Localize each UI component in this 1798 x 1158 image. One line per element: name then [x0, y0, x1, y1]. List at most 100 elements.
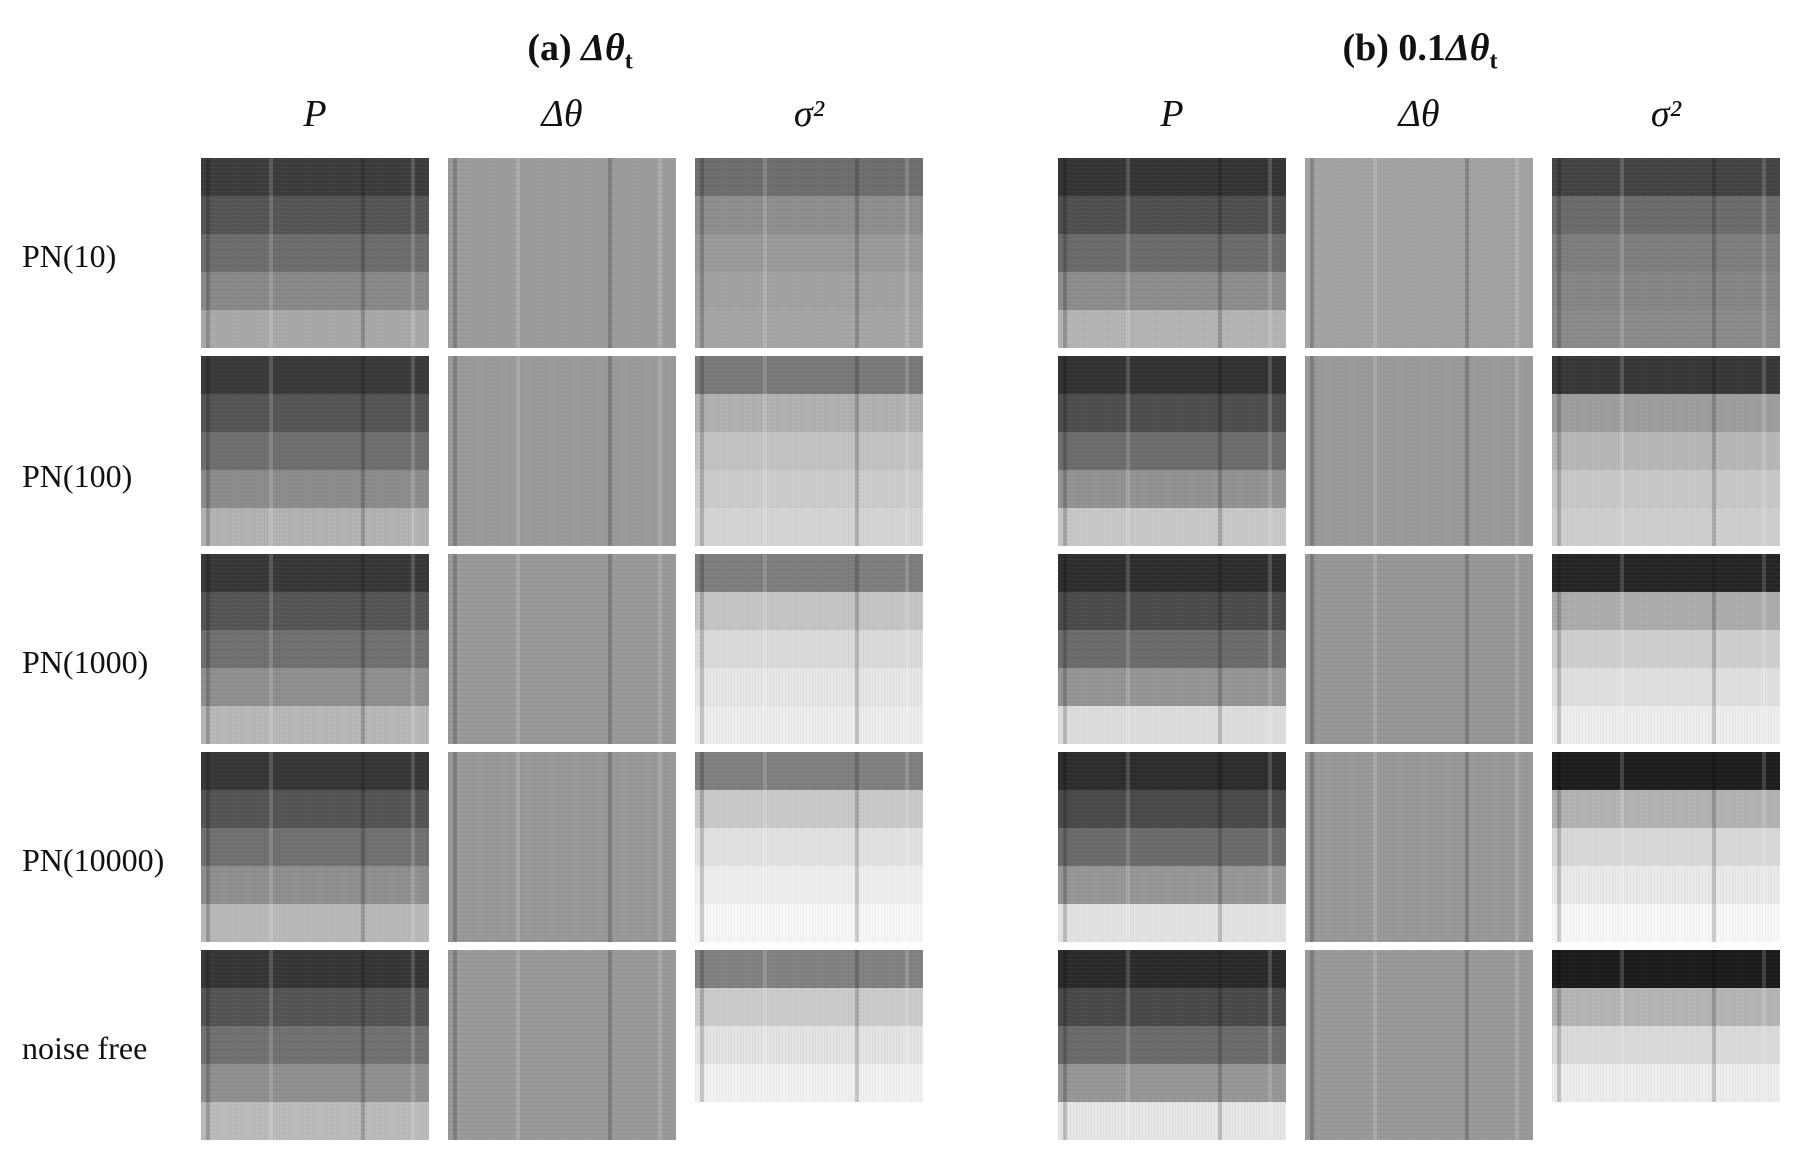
image-stripe	[361, 752, 365, 942]
image-b-dtheta-pn100	[1305, 356, 1533, 546]
image-band	[1058, 706, 1286, 744]
image-band	[1305, 554, 1533, 593]
image-stripe	[1218, 158, 1222, 348]
image-band	[1305, 508, 1533, 546]
image-band	[1552, 310, 1780, 348]
column-header-sigma2-b: σ²	[1650, 93, 1682, 135]
image-band	[1305, 310, 1533, 348]
image-grain	[1305, 752, 1533, 942]
image-stripe	[1373, 752, 1377, 942]
image-a-sigma2-pn10	[695, 158, 923, 348]
image-stripe	[658, 752, 662, 942]
image-band	[1305, 592, 1533, 631]
image-stripe	[1126, 554, 1130, 744]
image-a-sigma2-pn1000	[695, 554, 923, 744]
image-stripe	[1557, 752, 1561, 942]
image-stripe	[1310, 950, 1314, 1140]
image-band	[201, 866, 429, 905]
column-header-p-b: P	[1160, 93, 1184, 135]
image-b-dtheta-pn1000	[1305, 554, 1533, 744]
image-stripe	[1268, 158, 1272, 348]
image-band	[1058, 470, 1286, 509]
image-grain	[695, 158, 923, 348]
image-stripe	[1515, 752, 1519, 942]
image-band	[448, 630, 676, 669]
image-band	[1305, 1064, 1533, 1103]
image-band	[1058, 752, 1286, 791]
image-band	[448, 668, 676, 707]
image-stripe	[453, 752, 457, 942]
image-stripe	[361, 950, 365, 1140]
image-stripe	[1515, 950, 1519, 1140]
image-stripe	[905, 158, 909, 348]
image-stripe	[1762, 554, 1766, 744]
image-stripe	[206, 752, 210, 942]
image-band	[1305, 706, 1533, 744]
image-a-sigma2-pn10000	[695, 752, 923, 942]
image-stripe	[1620, 752, 1624, 942]
image-band	[201, 592, 429, 631]
image-stripe	[1465, 356, 1469, 546]
image-band	[201, 554, 429, 593]
image-grain	[695, 752, 923, 942]
image-band	[695, 508, 923, 546]
image-band	[448, 1102, 676, 1140]
image-stripe	[1268, 752, 1272, 942]
image-band	[1305, 470, 1533, 509]
image-stripe	[700, 752, 704, 942]
row-label-pn100: PN(100)	[22, 458, 133, 494]
image-band	[1058, 234, 1286, 273]
image-stripe	[1465, 158, 1469, 348]
image-grain	[1305, 158, 1533, 348]
image-stripe	[608, 356, 612, 546]
image-b-sigma2-pn100	[1552, 356, 1780, 546]
image-band	[448, 904, 676, 942]
image-band	[1552, 950, 1780, 989]
image-band	[1552, 356, 1780, 395]
image-band	[1305, 394, 1533, 433]
image-stripe	[1762, 158, 1766, 348]
image-stripe	[1557, 356, 1561, 546]
column-header-sigma2-a: σ²	[793, 93, 825, 135]
image-grain	[1058, 752, 1286, 942]
image-stripe	[1712, 554, 1716, 744]
image-band	[1552, 394, 1780, 433]
image-stripe	[1762, 950, 1766, 1102]
image-band	[1552, 470, 1780, 509]
image-grain	[1552, 356, 1780, 546]
image-stripe	[608, 752, 612, 942]
image-band	[1305, 272, 1533, 311]
image-band	[1058, 432, 1286, 471]
image-stripe	[763, 752, 767, 942]
image-b-p-pn100	[1058, 356, 1286, 546]
image-band	[1552, 828, 1780, 867]
image-stripe	[1063, 950, 1067, 1140]
image-stripe	[1310, 158, 1314, 348]
image-band	[1552, 158, 1780, 197]
image-stripe	[411, 950, 415, 1140]
image-stripe	[905, 752, 909, 942]
image-stripe	[516, 158, 520, 348]
image-band	[1058, 1026, 1286, 1065]
image-band	[695, 630, 923, 669]
image-stripe	[1310, 356, 1314, 546]
image-grain	[201, 158, 429, 348]
image-band	[695, 904, 923, 942]
image-stripe	[1063, 158, 1067, 348]
image-band	[201, 310, 429, 348]
column-header-dtheta-b: Δθ	[1398, 93, 1440, 135]
image-band	[1305, 790, 1533, 829]
image-band	[1552, 904, 1780, 942]
image-band	[695, 394, 923, 433]
panel-title-b: (b) 0.1Δθt	[1342, 27, 1498, 75]
image-band	[695, 866, 923, 905]
image-stripe	[763, 554, 767, 744]
image-stripe	[1712, 158, 1716, 348]
image-grain	[695, 950, 923, 1102]
image-stripe	[608, 950, 612, 1140]
image-stripe	[1126, 356, 1130, 546]
image-grain	[448, 752, 676, 942]
image-grain	[1552, 752, 1780, 942]
image-band	[1058, 1102, 1286, 1140]
image-stripe	[658, 554, 662, 744]
